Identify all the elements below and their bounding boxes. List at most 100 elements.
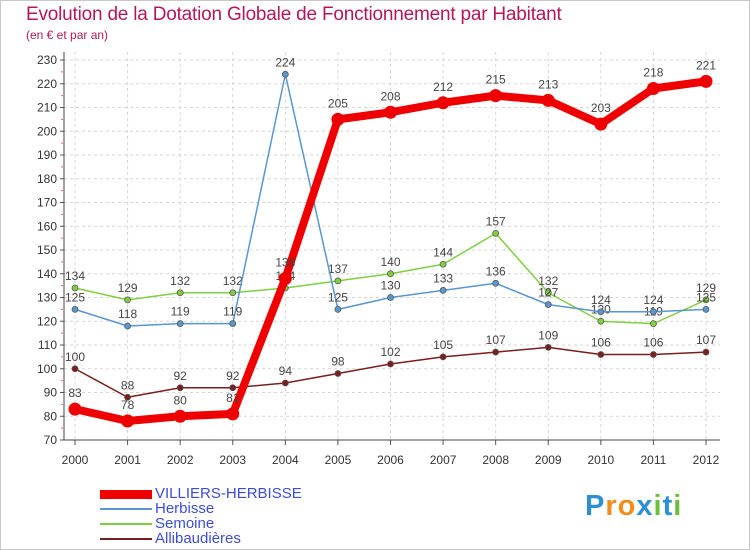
point-villiers-herbisse-2003 <box>226 407 240 421</box>
logo-letter: t <box>662 490 674 522</box>
data-label-allibaudi-res-2006: 102 <box>380 345 400 359</box>
legend-label-allibaudi-res: Allibaudières <box>155 530 241 547</box>
legend-label-villiers-herbisse: VILLIERS-HERBISSE <box>155 485 302 502</box>
point-semoine-2009 <box>544 289 552 297</box>
point-herbisse-2001 <box>124 322 131 330</box>
chart-title: Evolution de la Dotation Globale de Fonc… <box>26 4 562 25</box>
y-tick-label-220: 220 <box>37 77 57 91</box>
point-herbisse-2004 <box>281 70 289 78</box>
point-semoine-2000 <box>71 284 79 292</box>
data-label-allibaudi-res-2004: 94 <box>279 364 293 378</box>
point-herbisse-2007 <box>439 286 447 294</box>
y-tick-label-70: 70 <box>44 433 58 447</box>
point-villiers-herbisse-2002 <box>173 409 187 423</box>
point-herbisse-2009 <box>544 301 552 309</box>
data-label-villiers-herbisse-2011: 218 <box>643 66 663 80</box>
point-allibaudi-res-2000 <box>71 365 79 373</box>
data-label-herbisse-2004: 224 <box>275 55 295 69</box>
logo-letter: P <box>585 490 606 522</box>
point-allibaudi-res-2006 <box>387 360 394 368</box>
x-tick-label-2002: 2002 <box>167 453 194 467</box>
data-label-villiers-herbisse-2008: 215 <box>486 73 506 87</box>
data-label-semoine-2001: 129 <box>118 281 138 295</box>
y-tick-label-180: 180 <box>37 172 57 186</box>
y-tick-label-210: 210 <box>37 101 57 115</box>
legend-swatch-herbisse <box>100 508 152 510</box>
y-tick-label-130: 130 <box>37 291 57 305</box>
data-label-allibaudi-res-2007: 105 <box>433 338 453 352</box>
data-label-allibaudi-res-2011: 106 <box>643 336 663 350</box>
x-tick-label-2001: 2001 <box>114 453 141 467</box>
point-allibaudi-res-2010 <box>597 351 605 358</box>
data-label-villiers-herbisse-2005: 205 <box>328 96 348 110</box>
data-label-villiers-herbisse-2009: 213 <box>538 77 558 91</box>
point-herbisse-2008 <box>492 279 500 287</box>
point-villiers-herbisse-2012 <box>699 74 713 88</box>
data-label-allibaudi-res-2005: 98 <box>331 355 345 369</box>
data-label-herbisse-2000: 125 <box>65 290 85 304</box>
y-tick-label-160: 160 <box>37 219 57 233</box>
data-label-villiers-herbisse-2010: 203 <box>591 101 611 115</box>
x-tick-label-2004: 2004 <box>272 453 299 467</box>
point-villiers-herbisse-2007 <box>436 96 450 110</box>
x-tick-label-2005: 2005 <box>325 453 352 467</box>
point-allibaudi-res-2012 <box>702 348 710 356</box>
point-allibaudi-res-2009 <box>544 343 552 351</box>
data-label-villiers-herbisse-2007: 212 <box>433 80 453 94</box>
x-tick-label-2008: 2008 <box>482 453 509 467</box>
point-semoine-2007 <box>439 260 447 268</box>
point-semoine-2010 <box>597 317 605 325</box>
data-label-villiers-herbisse-2012: 221 <box>696 58 716 72</box>
data-label-herbisse-2008: 136 <box>486 264 506 278</box>
y-tick-label-190: 190 <box>37 148 57 162</box>
data-label-herbisse-2011: 124 <box>643 293 663 307</box>
point-allibaudi-res-2004 <box>281 379 289 387</box>
logo-letter: o <box>617 490 637 522</box>
data-label-allibaudi-res-2009: 109 <box>538 328 558 342</box>
data-label-allibaudi-res-2003: 92 <box>226 369 240 383</box>
proxiti-logo: Proxiti <box>585 490 682 523</box>
data-label-semoine-2006: 140 <box>380 255 400 269</box>
y-tick-label-110: 110 <box>38 338 57 352</box>
point-herbisse-2005 <box>334 305 342 313</box>
data-label-semoine-2012: 129 <box>696 281 716 295</box>
point-allibaudi-res-2011 <box>650 351 657 358</box>
data-label-semoine-2007: 144 <box>433 245 453 259</box>
x-tick-label-2003: 2003 <box>219 453 246 467</box>
point-allibaudi-res-2007 <box>439 353 447 361</box>
point-villiers-herbisse-2004 <box>278 272 292 285</box>
chart-subtitle: (en € et par an) <box>26 28 109 42</box>
point-allibaudi-res-2001 <box>124 393 131 401</box>
data-label-herbisse-2010: 124 <box>591 293 611 307</box>
point-semoine-2011 <box>650 320 657 328</box>
data-label-semoine-2000: 134 <box>65 269 85 283</box>
x-tick-label-2012: 2012 <box>693 453 720 467</box>
y-tick-label-150: 150 <box>37 243 57 257</box>
point-herbisse-2002 <box>176 320 184 328</box>
data-label-villiers-herbisse-2002: 80 <box>173 393 187 407</box>
data-label-villiers-herbisse-2001: 78 <box>121 398 135 412</box>
point-semoine-2003 <box>229 289 237 297</box>
point-semoine-2006 <box>387 270 394 278</box>
point-allibaudi-res-2002 <box>176 384 184 392</box>
point-allibaudi-res-2003 <box>229 384 237 392</box>
data-label-semoine-2002: 132 <box>170 274 190 288</box>
point-herbisse-2011 <box>650 308 657 316</box>
data-label-semoine-2009: 132 <box>538 274 558 288</box>
data-label-allibaudi-res-2000: 100 <box>65 350 85 364</box>
data-label-herbisse-2005: 125 <box>328 290 348 304</box>
data-label-herbisse-2009: 127 <box>538 286 558 300</box>
data-label-herbisse-2007: 133 <box>433 271 453 285</box>
data-label-villiers-herbisse-2000: 83 <box>68 386 82 400</box>
point-semoine-2005 <box>334 277 342 285</box>
point-villiers-herbisse-2005 <box>331 112 345 126</box>
point-villiers-herbisse-2000 <box>68 402 82 416</box>
point-villiers-herbisse-2009 <box>541 93 555 107</box>
logo-letter: r <box>605 490 618 522</box>
point-semoine-2012 <box>702 296 710 304</box>
point-villiers-herbisse-2001 <box>121 414 135 428</box>
data-label-allibaudi-res-2002: 92 <box>173 369 187 383</box>
logo-letter: i <box>653 490 663 522</box>
